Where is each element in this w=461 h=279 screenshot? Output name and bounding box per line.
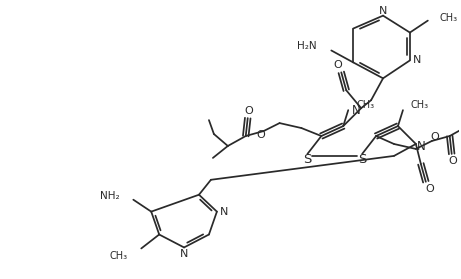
Text: CH₃: CH₃ [109, 251, 127, 261]
Text: CH₃: CH₃ [440, 13, 458, 23]
Text: H₂N: H₂N [297, 42, 316, 51]
Text: O: O [448, 156, 457, 166]
Text: N: N [352, 104, 361, 117]
Text: N: N [416, 140, 425, 153]
Text: CH₃: CH₃ [356, 100, 374, 110]
Text: N: N [413, 56, 421, 65]
Text: CH₃: CH₃ [411, 100, 429, 110]
Text: N: N [220, 207, 228, 217]
Text: NH₂: NH₂ [100, 191, 119, 201]
Text: O: O [333, 60, 342, 70]
Text: O: O [426, 184, 434, 194]
Text: O: O [256, 130, 265, 140]
Text: N: N [180, 249, 188, 259]
Text: O: O [431, 132, 439, 142]
Text: O: O [244, 106, 253, 116]
Text: S: S [358, 153, 366, 166]
Text: N: N [379, 6, 387, 16]
Text: S: S [303, 153, 312, 166]
